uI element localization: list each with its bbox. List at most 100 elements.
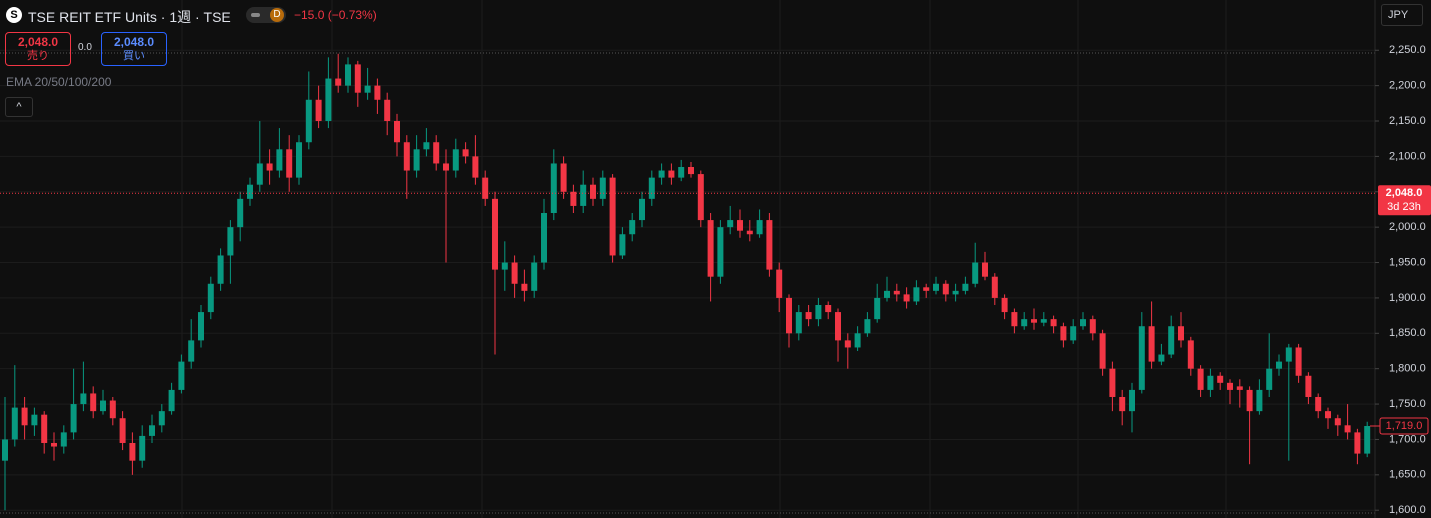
candle-body [1011,312,1018,327]
candle-body [139,435,146,461]
indicator-label[interactable]: EMA 20/50/100/200 [6,75,112,89]
candle-body [394,121,400,143]
candle-body [1217,375,1224,383]
candle-body [707,220,714,277]
candle-body [550,163,557,214]
current-price-box [1378,185,1431,216]
candle-body [198,312,204,341]
y-tick-label: 1,900.0 [1389,292,1426,304]
candle-body [629,220,636,235]
candle-body [1080,319,1086,327]
candle-body [21,407,28,426]
candle-body [178,361,185,390]
candle-body [158,411,165,426]
candle-body [237,198,244,228]
candle-body [786,297,792,334]
candle-body [1295,347,1302,376]
sell-price: 2,048.0 [17,35,59,49]
candle-body [1070,326,1077,341]
candle-body [854,333,861,348]
candle-body [1334,418,1341,426]
buy-price: 2,048.0 [113,35,155,49]
candle-body [247,184,253,199]
candle-body [560,163,567,192]
candle-body [766,220,773,270]
candle-body [991,276,998,298]
currency-button[interactable]: JPY [1381,4,1423,26]
candle-body [835,312,841,341]
candle-body [482,177,489,199]
candle-body [952,290,959,295]
candle-body [942,283,949,295]
candle-body [531,262,538,291]
candle-body [903,294,910,302]
grid [0,49,1375,511]
buy-button[interactable]: 2,048.0 買い [101,32,167,66]
candle-body [982,262,988,277]
candle-body [354,64,361,93]
candle-body [580,184,587,206]
candle-body [1178,326,1184,341]
candle-body [648,177,655,199]
candle-body [413,149,420,171]
y-tick-label: 2,200.0 [1389,80,1426,92]
candle-body [639,198,645,221]
candle-body [1325,411,1331,419]
candle-body [609,177,616,256]
y-tick-label: 1,600.0 [1389,504,1426,516]
candle-body [776,269,783,298]
candle-body [501,262,508,270]
candle-body [452,149,459,171]
candle-body [188,340,195,362]
candle-body [1109,368,1116,397]
status-badge: D [270,8,284,22]
candle-body [364,85,371,93]
sell-button[interactable]: 2,048.0 売り [5,32,71,66]
candle-body [884,290,890,298]
candle-body [619,234,626,256]
candle-body [962,283,969,291]
candle-body [374,85,381,100]
candle-body [168,389,175,412]
candle-body [462,149,469,157]
candle-body [315,99,322,122]
candle-body [923,287,930,291]
collapse-button[interactable]: ^ [5,97,33,117]
status-pill: D [246,7,286,23]
candle-body [1138,326,1145,390]
candle-body [1276,361,1282,369]
y-tick-label: 1,650.0 [1389,469,1426,481]
candle-body [129,442,136,461]
candle-body [472,156,479,178]
candle-body [41,414,48,443]
candle-body [678,167,685,178]
candle-body [325,78,332,122]
candle-body [345,64,351,86]
candle-body [384,99,391,122]
candle-body [844,340,851,348]
candle-body [521,283,528,291]
candle-body [590,184,596,199]
candle-body [1344,425,1351,433]
candle-body [1266,368,1273,390]
y-tick-label: 2,150.0 [1389,115,1426,127]
candle-body [1148,326,1155,362]
price-change: −15.0 (−0.73%) [294,8,377,22]
candle-body [1001,297,1008,313]
symbol-title[interactable]: TSE REIT ETF Units · 1週 · TSE [28,9,231,25]
candle-body [31,414,38,426]
candle-body [1119,396,1126,412]
symbol-icon: S [6,7,22,23]
candle-body [1050,319,1057,327]
candle-body [668,170,675,178]
candle-body [1031,319,1037,323]
candle-body [972,262,979,284]
candle-body [727,220,734,228]
candle-body [570,191,577,206]
candle-body [2,439,8,461]
candle-body [423,142,430,150]
candle-body [1207,375,1214,390]
candle-body [266,163,273,171]
